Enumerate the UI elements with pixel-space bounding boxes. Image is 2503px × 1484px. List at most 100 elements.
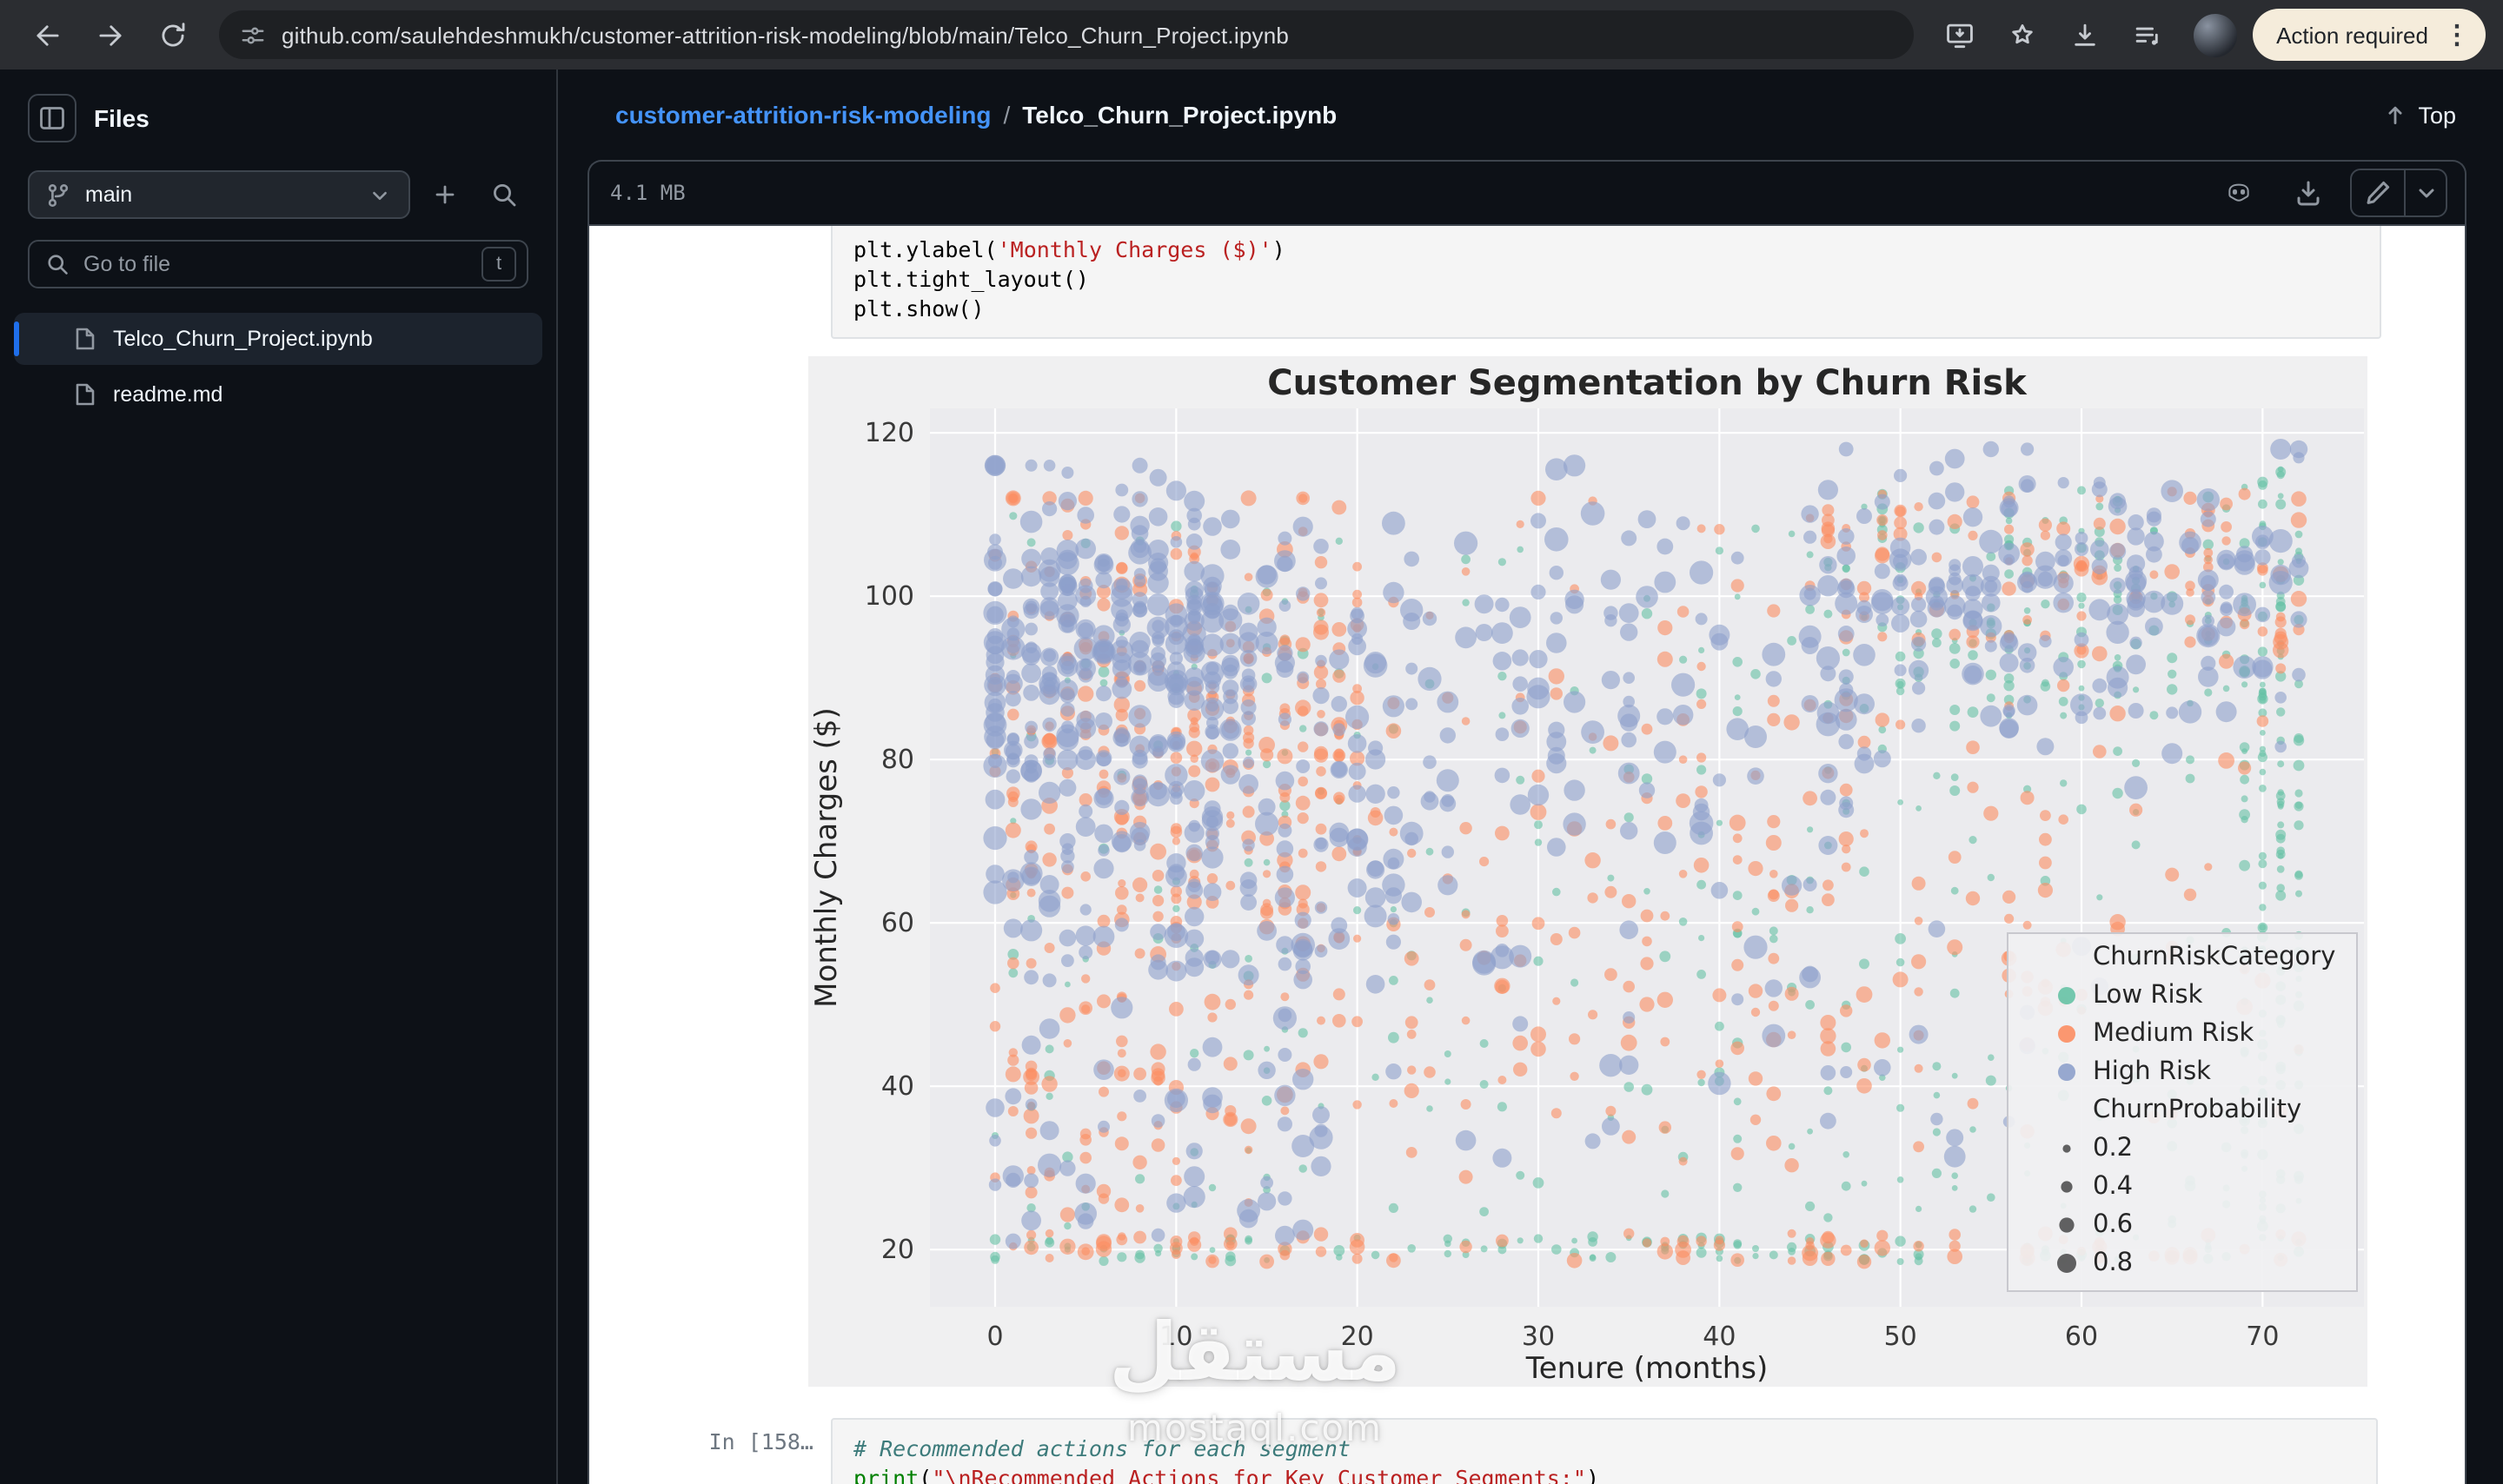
svg-text:ChurnProbability: ChurnProbability [2093, 1094, 2301, 1123]
svg-text:0.4: 0.4 [2093, 1170, 2133, 1200]
browser-menu-icon[interactable]: ⋮ [2444, 20, 2470, 50]
file-actions [2211, 169, 2447, 217]
file-icon [76, 383, 95, 406]
arrow-up-icon [2388, 106, 2402, 125]
file-icon [76, 328, 95, 350]
edit-file-button[interactable] [2352, 170, 2404, 215]
browser-chrome: github.com/saulehdeshmukh/customer-attri… [0, 0, 2503, 70]
download-icon [2297, 181, 2320, 206]
pencil-icon [2367, 181, 2390, 204]
svg-text:0: 0 [986, 1322, 1003, 1352]
install-app-button[interactable] [1930, 5, 1989, 64]
file-content-container: 4.1 MB [588, 160, 2466, 1484]
svg-text:40: 40 [881, 1071, 914, 1102]
files-title: Files [94, 104, 149, 132]
svg-text:0.8: 0.8 [2093, 1247, 2133, 1276]
churn-scatter-plot: 0 10 20 30 40 50 60 70 20 40 60 80 100 120 Customer Se… [808, 356, 2367, 1387]
svg-text:ChurnRiskCategory: ChurnRiskCategory [2093, 941, 2335, 971]
notebook-render-area: plt.ylabel('Monthly Charges ($)') plt.tig… [589, 226, 2465, 1484]
file-name: readme.md [113, 382, 223, 407]
arrow-left-icon [36, 24, 58, 45]
sidebar-header: Files [28, 90, 528, 146]
file-size-label: 4.1 MB [610, 181, 686, 205]
breadcrumb: customer-attrition-risk-modeling / Telco… [588, 70, 2466, 160]
address-bar[interactable]: github.com/saulehdeshmukh/customer-attri… [219, 10, 1914, 59]
figure-svg: 0 10 20 30 40 50 60 70 20 40 60 80 100 120 Customer Se… [808, 356, 2367, 1387]
download-icon [2075, 23, 2095, 45]
breadcrumb-repo-link[interactable]: customer-attrition-risk-modeling [615, 101, 992, 129]
code-cell-input: # Recommended actions for each segment pr… [831, 1418, 2378, 1484]
file-tree-item[interactable]: readme.md [14, 368, 542, 421]
top-label: Top [2418, 102, 2456, 128]
svg-text:120: 120 [865, 418, 914, 448]
playlist-icon [2135, 26, 2158, 44]
svg-text:50: 50 [1884, 1322, 1917, 1352]
file-name: Telco_Churn_Project.ipynb [113, 327, 373, 351]
site-info-icon[interactable] [240, 22, 266, 48]
svg-text:20: 20 [881, 1235, 914, 1265]
svg-text:Customer Segmentation by Churn: Customer Segmentation by Churn Risk [1267, 363, 2028, 403]
profile-avatar[interactable] [2193, 13, 2237, 56]
svg-text:Monthly Charges ($): Monthly Charges ($) [809, 707, 844, 1008]
code-block: plt.ylabel('Monthly Charges ($)') plt.tig… [853, 235, 2359, 323]
svg-text:Low Risk: Low Risk [2093, 979, 2203, 1009]
edit-button-group [2350, 169, 2447, 217]
search-tree-button[interactable] [480, 170, 528, 219]
search-icon [493, 183, 516, 207]
add-file-button[interactable] [421, 170, 469, 219]
download-raw-button[interactable] [2281, 169, 2336, 217]
code-block: # Recommended actions for each segment pr… [853, 1434, 2355, 1484]
chevron-down-icon [2418, 189, 2433, 198]
downloads-button[interactable] [2055, 5, 2115, 64]
reload-button[interactable] [143, 5, 202, 64]
svg-text:100: 100 [865, 581, 914, 612]
svg-text:20: 20 [1341, 1322, 1374, 1352]
back-to-top-button[interactable]: Top [2383, 102, 2456, 128]
svg-text:40: 40 [1703, 1322, 1736, 1352]
go-to-file-search[interactable]: t [28, 240, 528, 288]
panel-left-icon [40, 107, 64, 129]
install-app-icon [1947, 23, 1973, 48]
code-line: plt.ylabel('Monthly Charges ($)') [853, 236, 1285, 262]
branch-selector[interactable]: main [28, 170, 410, 219]
file-tree-item[interactable]: Telco_Churn_Project.ipynb [14, 313, 542, 365]
svg-text:70: 70 [2246, 1322, 2279, 1352]
keyboard-shortcut-badge: t [481, 247, 516, 282]
file-view-main: customer-attrition-risk-modeling / Telco… [558, 70, 2503, 1484]
svg-text:High Risk: High Risk [2093, 1056, 2211, 1085]
arrow-right-icon [98, 24, 121, 45]
copilot-button[interactable] [2211, 169, 2267, 217]
code-line: print("\nRecommended Actions for Key Cus… [853, 1465, 1599, 1484]
svg-text:80: 80 [881, 745, 914, 775]
collapse-sidebar-button[interactable] [28, 94, 76, 142]
code-cell-input: plt.ylabel('Monthly Charges ($)') plt.tig… [831, 226, 2381, 339]
edit-options-dropdown[interactable] [2404, 170, 2446, 215]
svg-text:10: 10 [1159, 1322, 1192, 1352]
go-to-file-input[interactable] [83, 252, 468, 276]
svg-text:Tenure (months): Tenure (months) [1525, 1351, 1769, 1386]
code-line: # Recommended actions for each segment [853, 1435, 1351, 1461]
branch-name: main [85, 182, 133, 207]
back-button[interactable] [17, 5, 76, 64]
git-branch-icon [48, 182, 69, 207]
svg-text:30: 30 [1522, 1322, 1555, 1352]
breadcrumb-separator: / [1003, 101, 1011, 129]
file-toolbar: 4.1 MB [589, 162, 2465, 226]
sidebar-controls: main [28, 170, 528, 219]
svg-text:0.6: 0.6 [2093, 1209, 2133, 1238]
bookmark-button[interactable] [1993, 5, 2052, 64]
svg-text:60: 60 [2065, 1322, 2098, 1352]
reload-icon [161, 22, 184, 46]
action-required-label: Action required [2276, 22, 2428, 48]
code-line: plt.show() [853, 295, 985, 321]
forward-button[interactable] [80, 5, 139, 64]
reading-list-button[interactable] [2118, 5, 2177, 64]
svg-text:Medium Risk: Medium Risk [2093, 1017, 2254, 1047]
url-text: github.com/saulehdeshmukh/customer-attri… [282, 22, 1290, 48]
execution-prompt: In [158… [708, 1428, 813, 1454]
copilot-icon [2228, 183, 2249, 202]
action-required-button[interactable]: Action required ⋮ [2252, 9, 2486, 61]
chevron-down-icon [373, 190, 387, 200]
code-line: plt.tight_layout() [853, 266, 1089, 292]
